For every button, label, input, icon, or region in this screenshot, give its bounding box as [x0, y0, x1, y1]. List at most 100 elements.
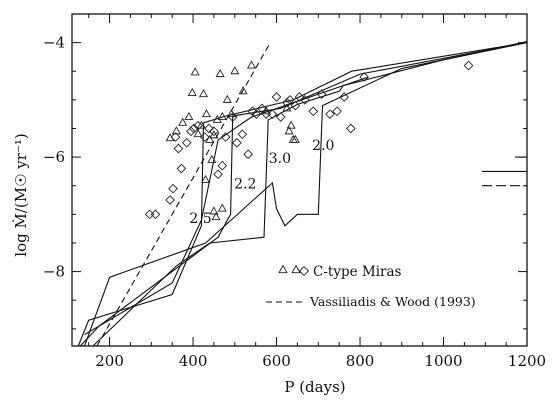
triangle-point [209, 206, 219, 215]
triangle-point [290, 134, 300, 143]
x-tick-label: 800 [346, 352, 375, 370]
diamond-point [261, 109, 271, 120]
triangle-point [282, 103, 292, 112]
legend-diamond-icon [298, 265, 310, 277]
y-tick-label: −6 [43, 148, 65, 166]
y-tick-label: −4 [43, 34, 65, 52]
x-tick-label: 600 [262, 352, 291, 370]
triangle-point [207, 154, 217, 163]
model-line-2.5 [77, 42, 527, 346]
diamond-point [294, 92, 305, 102]
diamond-point [308, 106, 319, 117]
triangle-point [201, 109, 211, 118]
x-axis-label: P (days) [284, 378, 345, 396]
diamond-point [150, 209, 161, 220]
vw-dashed-line [96, 42, 271, 346]
triangle-point [196, 120, 206, 129]
diamond-point [227, 112, 238, 122]
triangle-point [171, 126, 181, 135]
diamond-point [316, 89, 327, 99]
triangle-point [230, 66, 240, 75]
triangle-point [209, 130, 219, 139]
axes [71, 13, 528, 347]
diamond-point [275, 112, 286, 122]
y-axis-label: log Ṁ/(M☉ yr⁻¹) [12, 133, 30, 256]
diamond-point [144, 209, 155, 220]
legend-label-miras: C-type Miras [313, 264, 402, 280]
triangle-point [217, 111, 227, 121]
triangle-point [215, 68, 225, 78]
diamond-point [243, 149, 253, 160]
triangle-point [211, 212, 221, 221]
x-tick-label: 200 [95, 352, 124, 370]
annotations: 2.5 2.2 3.0 2.0 [189, 138, 334, 227]
markers [144, 60, 527, 221]
diamond-point [346, 123, 356, 134]
diamond-point [217, 160, 228, 171]
plot-frame [71, 13, 528, 347]
curve-label: 2.0 [312, 138, 334, 154]
diamond-point [181, 137, 192, 148]
diamond-point [165, 195, 175, 205]
triangle-point [201, 174, 211, 183]
diamond-point [193, 120, 203, 131]
model-line-3.0 [83, 42, 527, 346]
diamond-point [463, 60, 474, 71]
triangle-point [217, 203, 227, 212]
triangle-point [238, 86, 248, 95]
triangle-point [286, 120, 296, 129]
diamond-point [271, 92, 282, 102]
series-lines [77, 40, 527, 346]
diamond-point [176, 163, 187, 174]
triangle-point [187, 87, 197, 96]
diamond-point [251, 109, 262, 120]
diamond-point [247, 106, 258, 117]
diamond-point [199, 132, 210, 142]
diamond-point [186, 126, 196, 137]
triangle-point [205, 134, 215, 143]
diamond-point [173, 143, 184, 154]
diamond-point [220, 132, 231, 142]
diamond-point [285, 95, 295, 105]
ticks: 200 400 600 800 1000 1200 −8 −6 −4 [43, 13, 546, 370]
triangle-point [284, 126, 294, 135]
diamond-point [170, 132, 181, 142]
y-tick-label: −8 [43, 263, 65, 281]
x-tick-label: 400 [179, 352, 208, 370]
triangle-point [178, 117, 188, 126]
diamond-point [168, 183, 178, 194]
triangle-point [198, 89, 209, 98]
diamond-point [237, 129, 248, 140]
diamond-point [332, 106, 342, 117]
diamond-point [267, 109, 278, 120]
diamond-point [339, 92, 350, 102]
model-line-2.0 [92, 40, 527, 346]
diamond-point [359, 72, 370, 82]
model-line-7 [84, 76, 369, 336]
curve-label: 3.0 [269, 151, 291, 167]
triangle-point [190, 67, 200, 76]
triangle-point [246, 60, 257, 69]
legend-triangle-icon [291, 264, 301, 274]
curve-label: 2.5 [189, 211, 211, 227]
x-tick-label: 1200 [508, 352, 546, 370]
model-line-2.2 [79, 42, 527, 346]
curve-label: 2.2 [234, 177, 256, 193]
diamond-point [209, 126, 219, 137]
legend: C-type Miras Vassiliadis & Wood (1993) [266, 264, 476, 309]
diamond-point [189, 123, 199, 134]
triangle-point [184, 111, 194, 121]
triangle-point [222, 94, 232, 103]
diamond-point [282, 97, 292, 108]
diamond-point [257, 103, 267, 114]
legend-triangle-icon [278, 264, 288, 274]
legend-label-vw: Vassiliadis & Wood (1993) [309, 294, 476, 309]
diamond-point [290, 100, 301, 111]
diamond-point [213, 169, 223, 180]
x-tick-label: 1000 [424, 352, 462, 370]
triangle-point [193, 129, 203, 138]
diamond-point [300, 95, 310, 105]
diamond-point [204, 123, 214, 134]
diamond-point [232, 137, 242, 148]
